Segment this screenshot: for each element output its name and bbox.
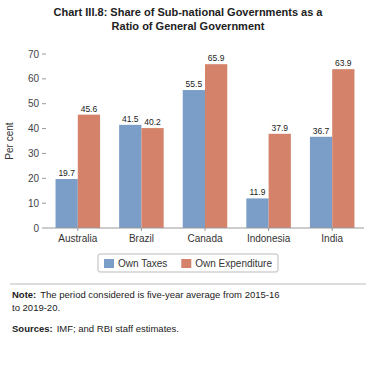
annotation: Note: The period considered is five-year … — [12, 289, 280, 313]
y-tick-label: 30 — [28, 148, 40, 159]
y-tick — [42, 153, 46, 154]
annotation-line: The period considered is five-year avera… — [40, 289, 279, 300]
x-tick — [268, 228, 269, 231]
bar — [78, 115, 100, 228]
data-label: 41.5 — [122, 114, 139, 124]
title-line: Ratio of General Government — [112, 20, 265, 32]
y-tick — [42, 128, 46, 129]
y-tick — [42, 54, 46, 55]
legend: Own Taxes Own Expenditure — [98, 254, 278, 272]
data-label: 45.6 — [81, 104, 98, 114]
bar — [246, 198, 268, 228]
data-label: 65.9 — [208, 53, 225, 63]
data-label: 55.5 — [186, 79, 203, 89]
y-tick — [42, 203, 46, 204]
data-label: 37.9 — [271, 123, 288, 133]
x-tick — [141, 228, 142, 231]
x-tick-label: Indonesia — [247, 233, 291, 244]
data-label: 36.7 — [313, 126, 330, 136]
y-tick — [42, 78, 46, 79]
y-axis: 0 10 20 30 40 50 60 70 — [28, 49, 46, 234]
title-line: Chart III.8: Share of Sub-national Gover… — [54, 6, 324, 18]
data-label: 40.2 — [144, 117, 161, 127]
bar — [332, 69, 354, 228]
x-tick-label: Brazil — [129, 233, 154, 244]
bar — [119, 125, 141, 228]
y-tick-label: 40 — [28, 123, 40, 134]
legend-swatch — [181, 259, 191, 268]
data-label: 11.9 — [250, 187, 266, 197]
y-tick — [42, 178, 46, 179]
x-axis: Australia Brazil Canada Indonesia India — [46, 228, 364, 244]
chart-svg: Chart III.8: Share of Sub-national Gover… — [0, 0, 376, 376]
y-tick — [42, 228, 46, 229]
x-tick-label: India — [321, 233, 343, 244]
data-label: 19.7 — [58, 168, 75, 178]
annotation-prefix: Note: — [12, 289, 36, 300]
separator — [10, 284, 366, 285]
y-axis-label: Per cent — [4, 122, 15, 159]
annotation-line: to 2019-20. — [12, 302, 60, 313]
y-tick-label: 60 — [28, 73, 40, 84]
bar — [205, 64, 227, 228]
y-tick-label: 20 — [28, 173, 40, 184]
bar — [183, 90, 205, 228]
legend-frame — [98, 254, 278, 272]
data-labels: 19.7 41.5 55.5 11.9 36.7 45.6 40.2 65.9 37.9 63.9 — [58, 53, 351, 197]
y-tick — [42, 103, 46, 104]
chart-container: Chart III.8: Share of Sub-national Gover… — [0, 0, 376, 376]
bar — [56, 179, 78, 228]
y-tick-label: 50 — [28, 98, 40, 109]
bar — [269, 134, 291, 228]
legend-label: Own Expenditure — [195, 258, 272, 269]
annotation-text: IMF; and RBI staff estimates. — [57, 323, 179, 334]
bar — [310, 137, 332, 228]
x-tick — [205, 228, 206, 231]
x-tick-label: Australia — [58, 233, 97, 244]
annotation-prefix: Sources: — [12, 323, 53, 334]
title: Chart III.8: Share of Sub-national Gover… — [54, 6, 324, 32]
y-tick-label: 0 — [33, 223, 39, 234]
y-tick-label: 70 — [28, 49, 40, 60]
x-tick-label: Canada — [187, 233, 222, 244]
annotation: Sources: IMF; and RBI staff estimates. — [12, 323, 179, 334]
legend-swatch — [104, 259, 114, 268]
annotation-text: The period considered is five-year avera… — [12, 289, 280, 313]
bars — [56, 64, 355, 228]
background — [0, 0, 376, 376]
x-tick — [77, 228, 78, 231]
data-label: 63.9 — [335, 58, 352, 68]
bar — [141, 128, 163, 228]
legend-label: Own Taxes — [118, 258, 167, 269]
x-tick — [332, 228, 333, 231]
y-tick-label: 10 — [28, 198, 40, 209]
annotation-line: IMF; and RBI staff estimates. — [57, 323, 179, 334]
